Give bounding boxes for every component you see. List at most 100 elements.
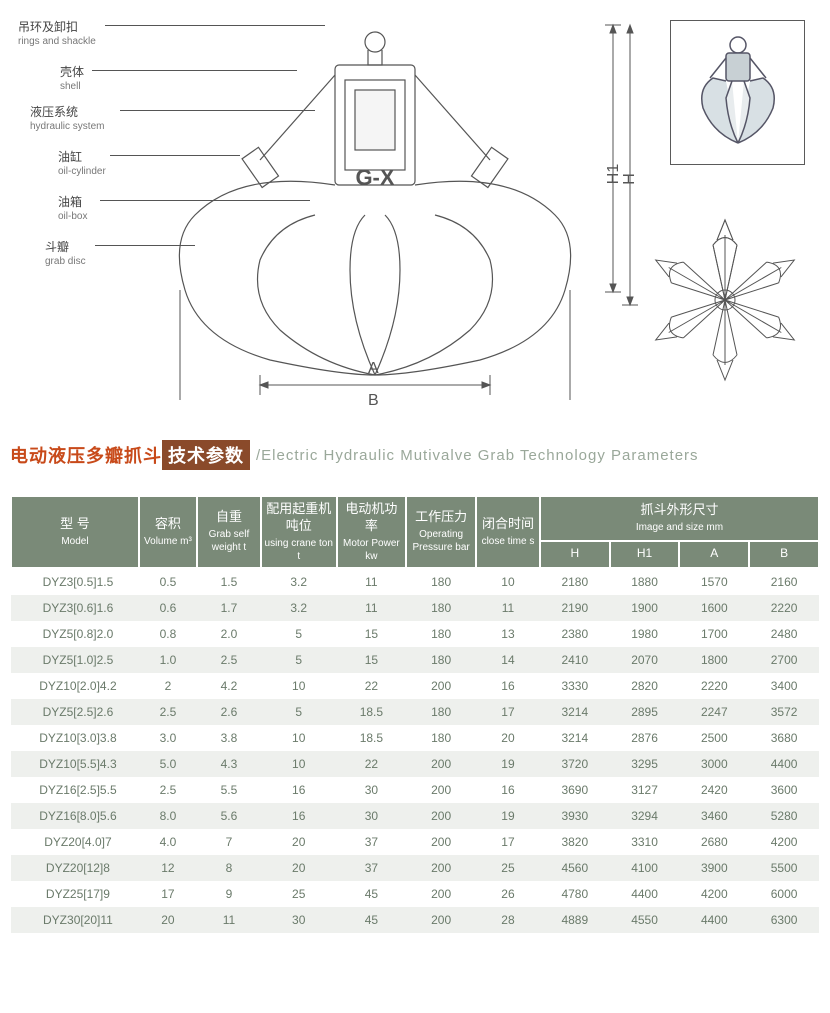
cell-close: 20 — [476, 725, 540, 751]
table-row: DYZ5[0.8]2.00.82.05151801323801980170024… — [11, 621, 819, 647]
cell-pressure: 180 — [406, 647, 476, 673]
cell-A: 2247 — [679, 699, 749, 725]
cell-B: 6300 — [749, 907, 819, 933]
cell-H: 4560 — [540, 855, 610, 881]
cell-close: 16 — [476, 673, 540, 699]
cell-pressure: 180 — [406, 621, 476, 647]
cell-H1: 2070 — [610, 647, 680, 673]
cell-motor: 37 — [337, 855, 407, 881]
cell-H: 3690 — [540, 777, 610, 803]
cell-motor: 30 — [337, 803, 407, 829]
svg-text:G-X: G-X — [355, 165, 394, 190]
dim-A: A — [368, 360, 379, 378]
cell-H1: 2820 — [610, 673, 680, 699]
cell-volume: 5.0 — [139, 751, 197, 777]
cell-model: DYZ3[0.6]1.6 — [11, 595, 139, 621]
cell-crane: 5 — [261, 647, 337, 673]
th-size-group: 抓斗外形尺寸 Image and size mm — [540, 496, 819, 541]
cell-H1: 2876 — [610, 725, 680, 751]
cell-crane: 10 — [261, 725, 337, 751]
cell-motor: 11 — [337, 568, 407, 595]
cell-weight: 7 — [197, 829, 261, 855]
cell-volume: 2.5 — [139, 699, 197, 725]
cell-B: 3600 — [749, 777, 819, 803]
dim-H: H — [621, 173, 639, 185]
cell-H: 3214 — [540, 725, 610, 751]
cell-H1: 4550 — [610, 907, 680, 933]
cell-H: 2180 — [540, 568, 610, 595]
cell-pressure: 180 — [406, 595, 476, 621]
title-cn-prefix: 电动液压多瓣抓斗 — [10, 442, 162, 468]
th-volume: 容积 Volume m³ — [139, 496, 197, 568]
cell-close: 19 — [476, 751, 540, 777]
cell-H1: 4400 — [610, 881, 680, 907]
cell-B: 2700 — [749, 647, 819, 673]
cell-motor: 11 — [337, 595, 407, 621]
cell-crane: 3.2 — [261, 568, 337, 595]
cell-H: 3214 — [540, 699, 610, 725]
cell-B: 5280 — [749, 803, 819, 829]
th-pressure: 工作压力 Operating Pressure bar — [406, 496, 476, 568]
th-A: A — [679, 541, 749, 568]
cell-B: 4400 — [749, 751, 819, 777]
cell-close: 16 — [476, 777, 540, 803]
cell-H1: 3127 — [610, 777, 680, 803]
cell-pressure: 200 — [406, 907, 476, 933]
cell-pressure: 200 — [406, 855, 476, 881]
cell-B: 3680 — [749, 725, 819, 751]
cell-H: 3930 — [540, 803, 610, 829]
cell-A: 2220 — [679, 673, 749, 699]
label-rings-shackle: 吊环及卸扣 rings and shackle — [18, 20, 96, 48]
cell-model: DYZ20[4.0]7 — [11, 829, 139, 855]
cell-volume: 0.8 — [139, 621, 197, 647]
cell-close: 10 — [476, 568, 540, 595]
cell-motor: 22 — [337, 673, 407, 699]
cell-A: 1800 — [679, 647, 749, 673]
cell-crane: 30 — [261, 907, 337, 933]
cell-H: 3330 — [540, 673, 610, 699]
th-crane: 配用起重机吨位 using crane ton t — [261, 496, 337, 568]
top-view-diagram — [635, 210, 815, 390]
dim-B: B — [368, 392, 379, 410]
cell-H: 2190 — [540, 595, 610, 621]
cell-model: DYZ10[3.0]3.8 — [11, 725, 139, 751]
cell-H: 2410 — [540, 647, 610, 673]
table-row: DYZ30[20]1120113045200284889455044006300 — [11, 907, 819, 933]
cell-model: DYZ25[17]9 — [11, 881, 139, 907]
cell-close: 25 — [476, 855, 540, 881]
cell-volume: 8.0 — [139, 803, 197, 829]
cell-crane: 5 — [261, 621, 337, 647]
cell-volume: 1.0 — [139, 647, 197, 673]
cell-model: DYZ16[2.5]5.5 — [11, 777, 139, 803]
cell-motor: 15 — [337, 647, 407, 673]
table-row: DYZ16[2.5]5.52.55.5163020016369031272420… — [11, 777, 819, 803]
cell-A: 4400 — [679, 907, 749, 933]
cell-motor: 18.5 — [337, 699, 407, 725]
cell-crane: 16 — [261, 803, 337, 829]
table-row: DYZ10[5.5]4.35.04.3102220019372032953000… — [11, 751, 819, 777]
th-model: 型 号 Model — [11, 496, 139, 568]
cell-crane: 3.2 — [261, 595, 337, 621]
table-row: DYZ16[8.0]5.68.05.6163020019393032943460… — [11, 803, 819, 829]
cell-model: DYZ5[0.8]2.0 — [11, 621, 139, 647]
cell-pressure: 200 — [406, 673, 476, 699]
cell-B: 4200 — [749, 829, 819, 855]
cell-motor: 18.5 — [337, 725, 407, 751]
cell-motor: 15 — [337, 621, 407, 647]
cell-close: 28 — [476, 907, 540, 933]
label-oil-cylinder: 油缸 oil-cylinder — [58, 150, 106, 178]
label-oil-box: 油箱 oil-box — [58, 195, 87, 223]
cell-volume: 12 — [139, 855, 197, 881]
cell-weight: 9 — [197, 881, 261, 907]
cell-B: 6000 — [749, 881, 819, 907]
cell-weight: 11 — [197, 907, 261, 933]
inset-3d-view — [670, 20, 805, 165]
th-motor: 电动机功率 Motor Power kw — [337, 496, 407, 568]
table-row: DYZ5[2.5]2.62.52.6518.518017321428952247… — [11, 699, 819, 725]
cell-H1: 1900 — [610, 595, 680, 621]
table-row: DYZ25[17]91792545200264780440042006000 — [11, 881, 819, 907]
cell-volume: 2 — [139, 673, 197, 699]
diagram-area: 吊环及卸扣 rings and shackle 壳体 shell 液压系统 hy… — [10, 10, 820, 410]
cell-pressure: 180 — [406, 699, 476, 725]
cell-H1: 3295 — [610, 751, 680, 777]
